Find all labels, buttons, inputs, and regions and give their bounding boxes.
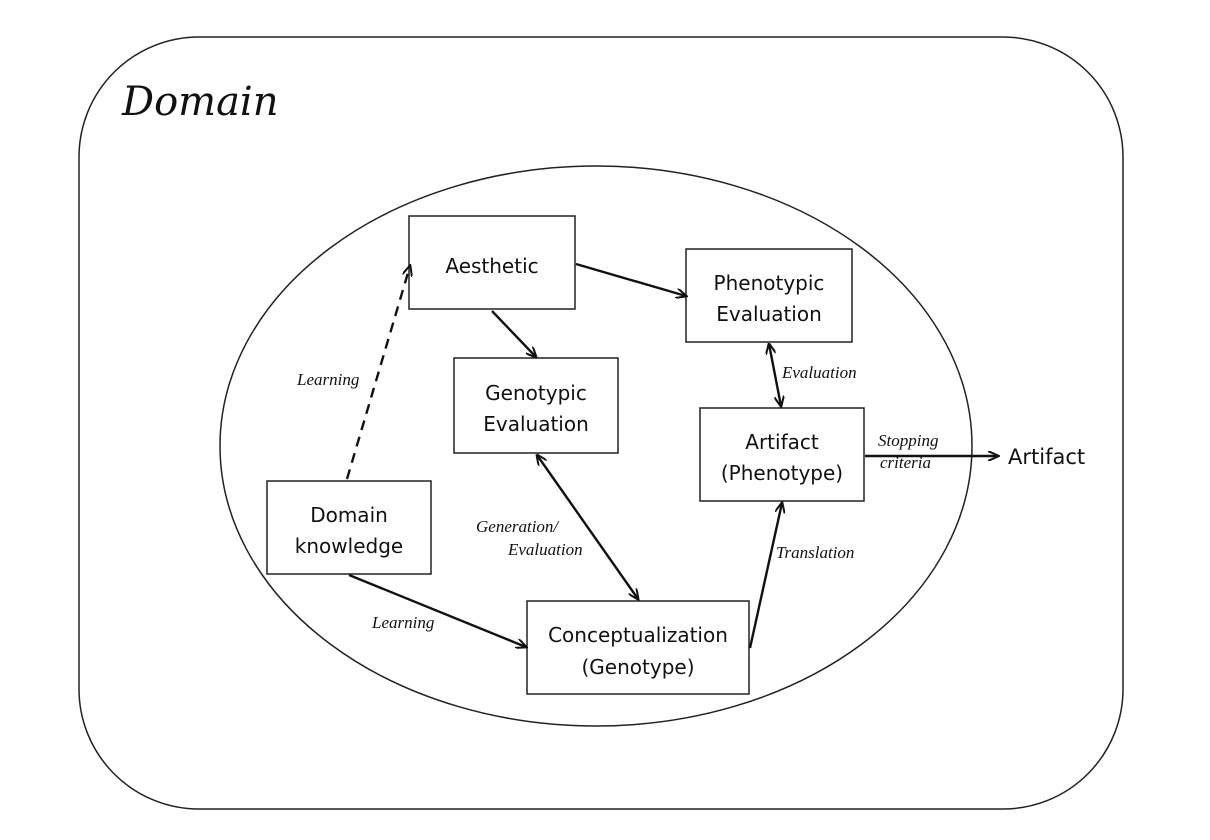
phenotypic-evaluation-label-line2: Evaluation — [716, 302, 822, 326]
edge-label-learning-bottom: Learning — [371, 613, 434, 632]
arrow-aesthetic-to-phenotypic — [575, 262, 686, 296]
domain-frame — [78, 36, 1124, 810]
conceptualization-box: Conceptualization (Genotype) — [526, 600, 750, 695]
edge-label-generation: Generation/ — [476, 517, 560, 536]
edge-label-translation: Translation — [776, 543, 854, 562]
aesthetic-label: Aesthetic — [445, 254, 538, 278]
domain-title: Domain — [121, 79, 278, 125]
arrow-translation — [748, 503, 782, 649]
conceptualization-label-line2: (Genotype) — [582, 655, 695, 679]
artifact-phenotype-label-line2: (Phenotype) — [721, 461, 843, 485]
phenotypic-evaluation-label-line1: Phenotypic — [714, 271, 825, 295]
conceptualization-label-line1: Conceptualization — [548, 623, 728, 647]
edge-label-generation-evaluation: Evaluation — [507, 540, 583, 559]
arrow-generation-evaluation-bidirectional — [537, 455, 638, 599]
genotypic-evaluation-box: Genotypic Evaluation — [453, 357, 619, 454]
genotypic-evaluation-label-line1: Genotypic — [485, 381, 587, 405]
artifact-phenotype-box: Artifact (Phenotype) — [699, 407, 865, 502]
domain-knowledge-label-line2: knowledge — [295, 534, 403, 558]
arrow-evaluation-bidirectional — [769, 344, 781, 406]
genotypic-evaluation-label-line2: Evaluation — [483, 412, 589, 436]
system-ellipse — [219, 165, 973, 727]
arrow-learning-to-conceptualization — [348, 573, 526, 647]
arrow-learning-dashed — [345, 266, 410, 480]
domain-knowledge-box: Domain knowledge — [266, 480, 432, 575]
edge-label-criteria: criteria — [880, 453, 931, 472]
aesthetic-box: Aesthetic — [408, 215, 576, 310]
artifact-phenotype-label-line1: Artifact — [745, 430, 819, 454]
phenotypic-evaluation-box: Phenotypic Evaluation — [685, 248, 853, 343]
edge-label-learning-top: Learning — [296, 370, 359, 389]
output-artifact-label: Artifact — [1008, 445, 1085, 469]
arrow-aesthetic-to-genotypic — [491, 310, 536, 357]
domain-knowledge-label-line1: Domain — [310, 503, 388, 527]
edge-label-stopping: Stopping — [878, 431, 938, 450]
edge-label-evaluation: Evaluation — [781, 363, 857, 382]
